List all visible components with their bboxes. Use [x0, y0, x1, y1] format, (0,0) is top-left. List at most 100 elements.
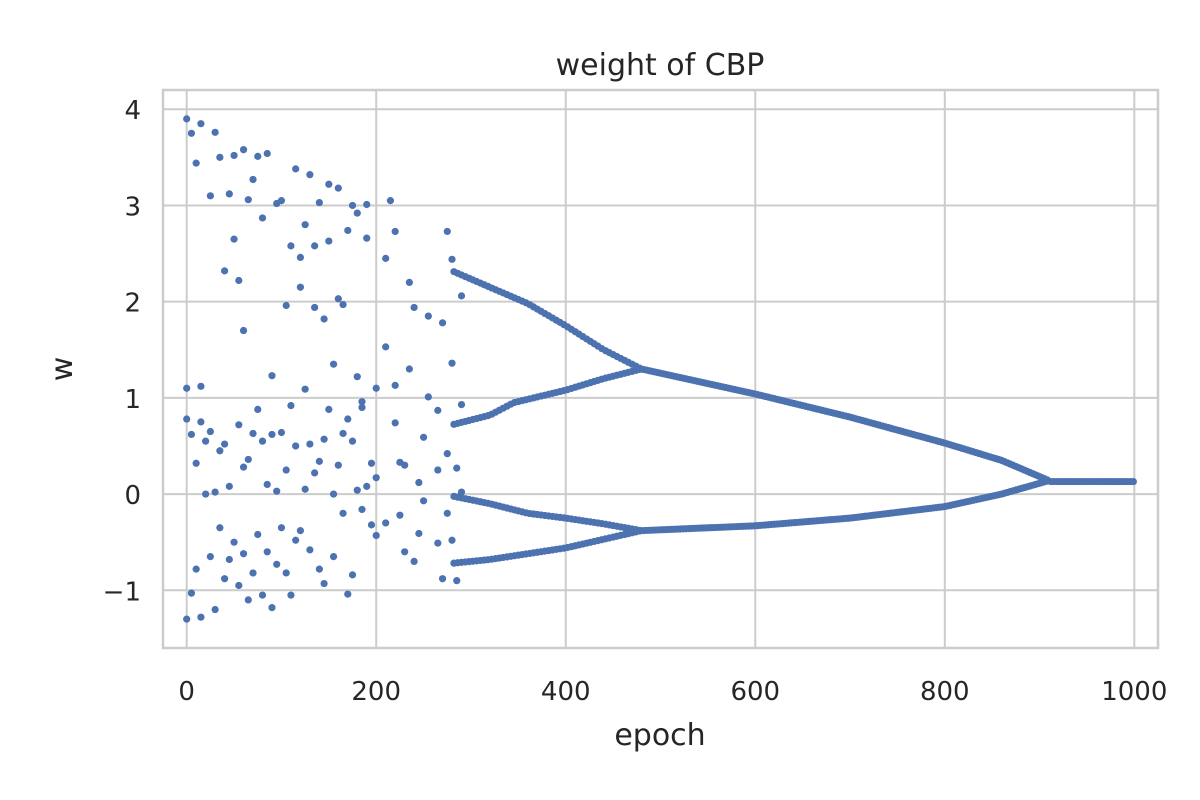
data-point: [325, 180, 333, 188]
data-point: [339, 509, 347, 517]
data-point: [420, 433, 428, 441]
data-point: [434, 406, 442, 414]
data-point: [315, 565, 323, 573]
data-point: [372, 384, 380, 392]
data-point: [358, 505, 366, 514]
data-point: [216, 524, 224, 532]
data-point: [230, 151, 238, 160]
data-point: [239, 146, 248, 154]
data-point: [230, 235, 238, 243]
data-point: [268, 603, 276, 612]
data-point: [254, 530, 262, 539]
data-point: [235, 581, 243, 590]
data-point: [221, 575, 229, 583]
data-point: [363, 200, 371, 209]
y-axis-label: w: [45, 357, 80, 382]
data-points: [183, 115, 1137, 623]
data-point: [358, 403, 366, 412]
chart-title: weight of CBP: [556, 48, 765, 83]
x-tick-label: 200: [351, 677, 401, 707]
data-point: [211, 128, 219, 136]
data-point: [386, 197, 395, 205]
data-point: [396, 511, 404, 519]
data-point: [268, 372, 276, 380]
data-point: [292, 165, 300, 173]
data-point: [348, 437, 357, 445]
y-tick-label: 0: [124, 481, 141, 511]
data-point: [239, 326, 248, 335]
y-tick-label: −1: [103, 577, 141, 607]
data-point: [235, 421, 243, 429]
y-tick-label: 4: [124, 96, 141, 126]
data-point: [367, 521, 376, 529]
data-point: [296, 283, 304, 291]
data-point: [443, 509, 451, 517]
data-point: [405, 365, 413, 373]
data-point: [443, 450, 451, 458]
data-point: [358, 398, 366, 406]
x-axis-label: epoch: [614, 718, 705, 753]
data-point: [457, 292, 466, 300]
data-point: [239, 550, 248, 558]
data-point: [197, 418, 205, 426]
data-point: [448, 255, 456, 263]
data-point: [438, 575, 447, 583]
data-point: [183, 415, 191, 423]
data-point: [320, 315, 328, 323]
data-point: [263, 149, 271, 158]
data-point: [306, 440, 314, 448]
data-point: [367, 459, 376, 467]
data-point: [353, 373, 361, 381]
data-point: [334, 461, 342, 469]
data-point: [348, 571, 357, 579]
grid-lines: [163, 90, 1158, 648]
data-point: [424, 312, 432, 320]
data-point: [225, 555, 233, 564]
data-point: [320, 579, 328, 588]
x-tick-label: 800: [920, 677, 970, 707]
data-point: [401, 548, 409, 556]
data-point: [315, 457, 323, 465]
data-point: [306, 171, 314, 179]
data-point: [183, 115, 191, 123]
data-point: [292, 442, 300, 450]
data-point: [334, 295, 342, 303]
data-point: [235, 276, 243, 285]
data-point: [401, 461, 409, 469]
data-point: [315, 198, 323, 207]
data-point: [187, 589, 196, 597]
data-point: [282, 301, 290, 310]
data-point: [244, 196, 252, 204]
data-point: [225, 190, 233, 198]
data-point: [334, 184, 342, 192]
data-point: [453, 577, 461, 585]
data-point: [277, 428, 286, 437]
data-point: [382, 519, 390, 527]
data-point: [434, 466, 442, 474]
data-point: [292, 536, 300, 544]
data-point: [415, 478, 423, 487]
data-point: [339, 429, 347, 438]
data-point: [448, 536, 456, 544]
data-point: [301, 385, 309, 393]
data-point: [258, 214, 267, 222]
data-point: [202, 437, 210, 445]
data-point: [221, 440, 229, 448]
plot-frame: [161, 88, 1160, 650]
data-point: [329, 553, 338, 561]
data-point: [339, 300, 347, 309]
data-point: [353, 209, 361, 217]
data-point: [320, 435, 328, 443]
data-point: [344, 226, 352, 235]
x-tick-label: 1000: [1101, 677, 1167, 707]
y-tick-label: 1: [124, 385, 141, 415]
data-point: [183, 615, 191, 623]
data-point: [287, 401, 295, 410]
data-point: [249, 569, 257, 577]
data-point: [206, 192, 214, 200]
data-point: [391, 419, 399, 427]
data-point: [263, 480, 271, 489]
data-point: [183, 384, 191, 392]
data-point: [372, 531, 380, 540]
